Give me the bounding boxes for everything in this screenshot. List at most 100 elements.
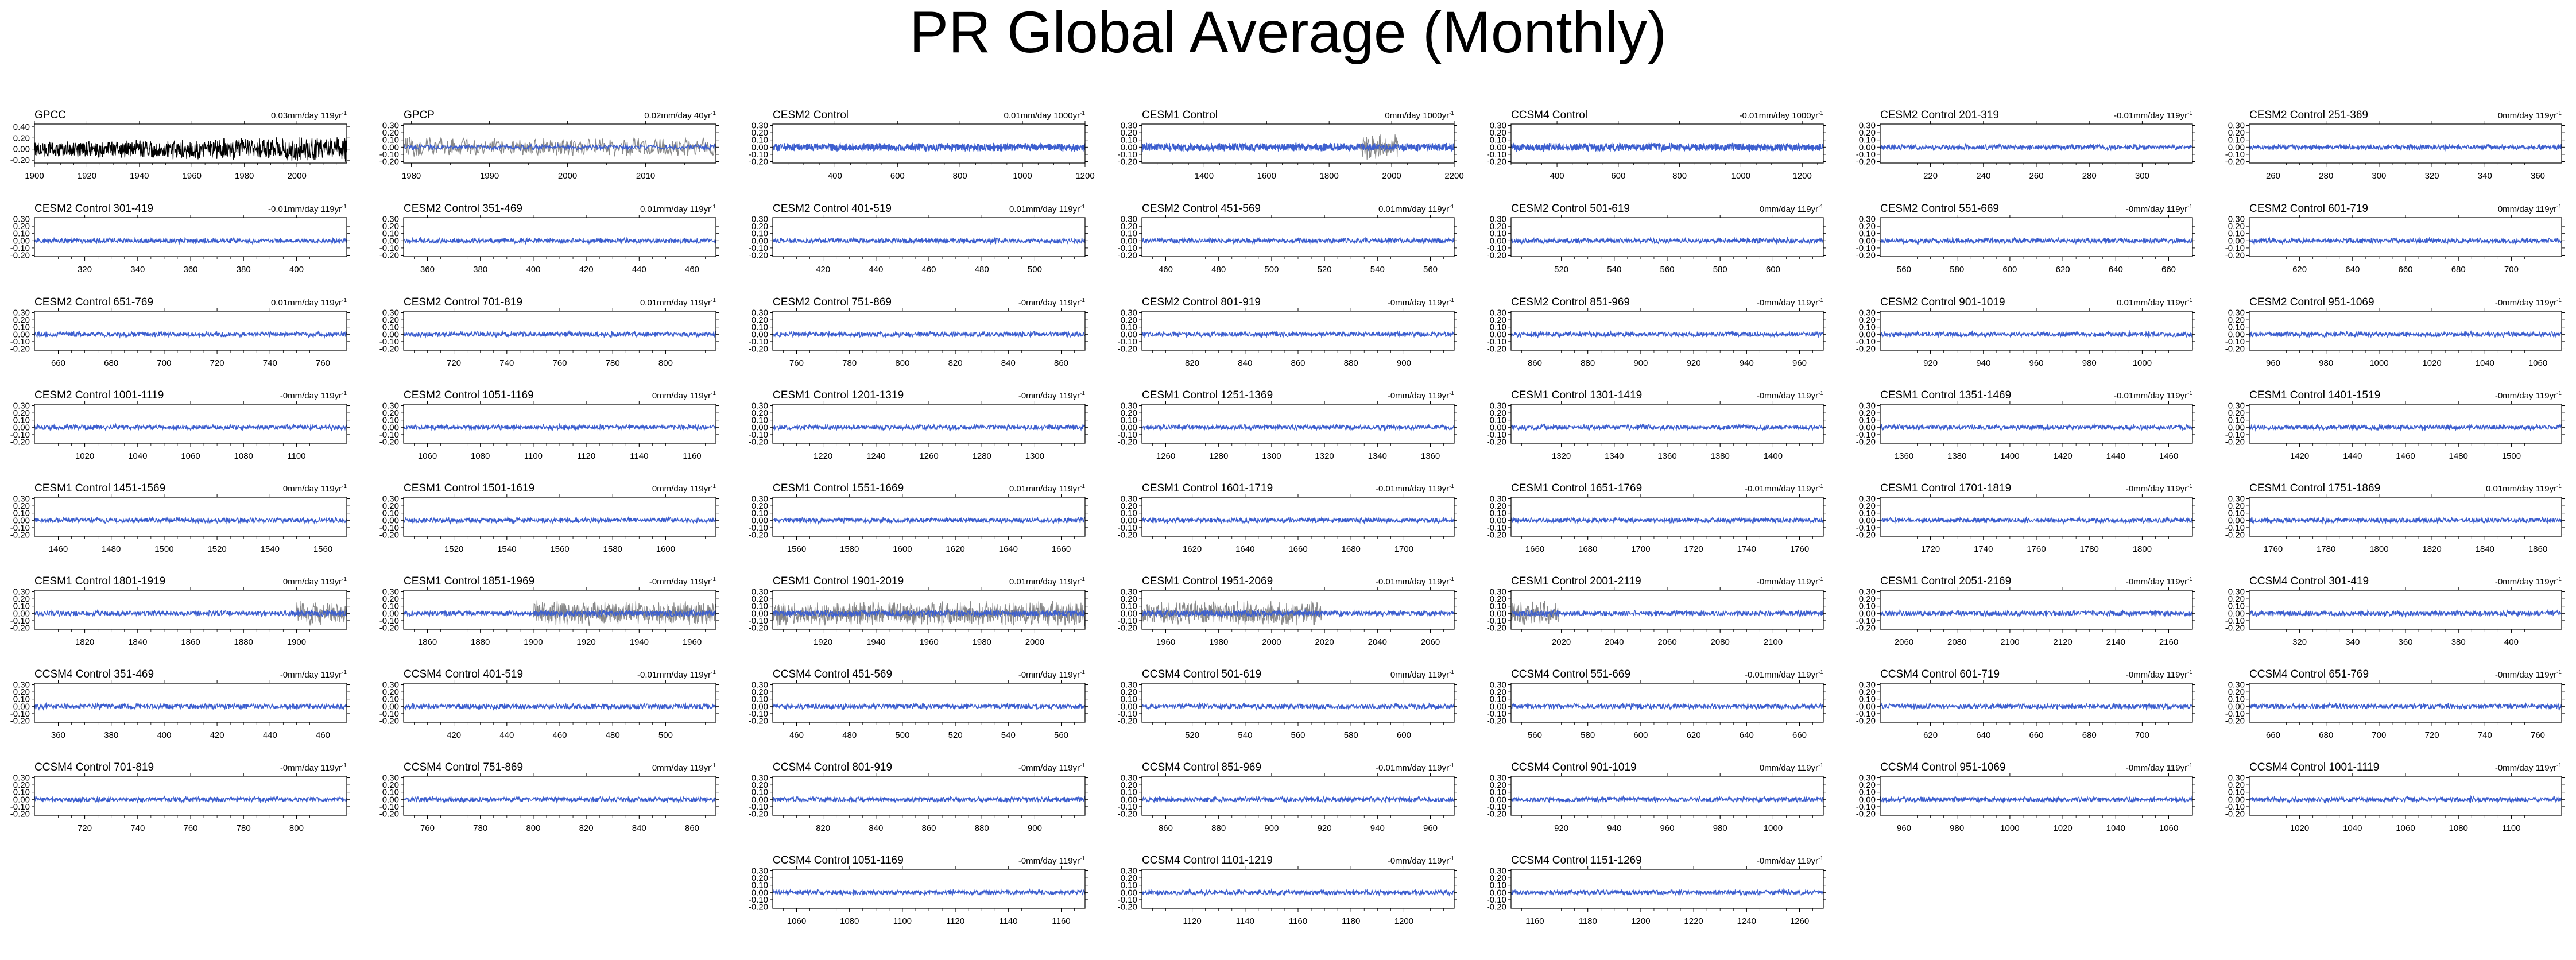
model-series-line — [34, 423, 347, 432]
x-tick-label: 1600 — [893, 544, 912, 554]
y-tick-label: 0.10 — [2228, 323, 2245, 332]
x-tick-label: 460 — [685, 265, 699, 274]
x-tick-label: 860 — [1291, 358, 1305, 368]
y-tick-label: -0.20 — [1856, 344, 1876, 354]
y-tick-label: 0.00 — [382, 795, 399, 804]
x-tick-label: 1260 — [919, 451, 938, 461]
panel-trend: -0mm/day 119yr-1 — [1018, 390, 1086, 401]
x-tick-label: 1740 — [1737, 544, 1756, 554]
y-tick-label: 0.00 — [752, 330, 768, 339]
panel-trend: -0mm/day 119yr-1 — [1757, 390, 1824, 401]
x-tick-label: 1780 — [2080, 544, 2099, 554]
x-tick-label: 520 — [1185, 730, 1199, 740]
y-tick-label: 0.00 — [382, 330, 399, 339]
y-tick-label: 0.00 — [2228, 330, 2245, 339]
y-tick-label: -0.10 — [379, 150, 399, 160]
y-tick-label: 0.20 — [13, 501, 30, 511]
panel-title: CESM2 Control 201-319 — [1880, 109, 1999, 121]
y-tick-label: -0.10 — [379, 430, 399, 440]
panel-trend: 0.01mm/day 119yr-1 — [1009, 576, 1085, 587]
panel-frame — [772, 404, 1086, 444]
chart-panel: CESM2 Control 0.01mm/day 1000yr-1 0.300.20… — [749, 109, 1095, 181]
x-tick-label: 940 — [1607, 823, 1621, 833]
y-tick-label: 0.20 — [382, 128, 399, 138]
y-tick-label: -0.20 — [10, 250, 30, 260]
panel-frame — [1880, 311, 2193, 351]
y-tick-label: 0.10 — [752, 695, 768, 704]
panel-title: CESM1 Control 2051-2169 — [1880, 575, 2011, 587]
model-series-line — [2249, 702, 2562, 711]
y-tick-label: 0.10 — [382, 136, 399, 145]
panel-title: CESM1 Control 1201-1319 — [773, 389, 904, 401]
x-tick-label: 860 — [1054, 358, 1068, 368]
x-tick-label: 1160 — [1052, 916, 1070, 926]
x-tick-label: 1260 — [1790, 916, 1809, 926]
x-tick-label: 1820 — [75, 637, 94, 647]
x-tick-label: 1990 — [480, 171, 499, 181]
chart-panel: CCSM4 Control 401-519 -0.01mm/day 119yr-1… — [379, 668, 719, 740]
y-tick-label: -0.10 — [749, 895, 768, 905]
y-tick-label: 0.20 — [752, 315, 768, 325]
panel-frame — [1510, 683, 1824, 723]
panel-frame — [772, 217, 1086, 257]
panel-frame — [34, 404, 347, 444]
chart-panel: CESM1 Control 2051-2169 -0mm/day 119yr-1 0… — [1856, 575, 2195, 647]
y-tick-label: -0.10 — [1118, 802, 1137, 812]
panel-trend: -0.01mm/day 119yr-1 — [2114, 390, 2192, 401]
model-series-line — [772, 609, 1086, 618]
panel-frame — [1510, 776, 1824, 816]
x-tick-label: 2060 — [1895, 637, 1913, 647]
y-tick-label: -0.10 — [10, 523, 30, 533]
x-tick-label: 1480 — [2449, 451, 2468, 461]
model-series-line — [2249, 795, 2562, 804]
x-tick-label: 1940 — [130, 171, 149, 181]
x-tick-label: 540 — [1001, 730, 1016, 740]
x-tick-label: 340 — [2478, 171, 2492, 181]
y-tick-label: 0.30 — [1121, 401, 1137, 411]
x-tick-label: 880 — [1211, 823, 1226, 833]
y-tick-label: 0.30 — [1121, 680, 1137, 690]
y-tick-label: 0.00 — [1121, 423, 1137, 432]
y-tick-label: -0.10 — [1487, 243, 1506, 253]
y-tick-label: 0.30 — [1859, 494, 1876, 504]
y-tick-label: -0.20 — [10, 809, 30, 819]
panel-trend: -0mm/day 119yr-1 — [1018, 856, 1086, 866]
y-tick-label: 0.10 — [2228, 602, 2245, 611]
x-tick-label: 420 — [447, 730, 461, 740]
x-tick-label: 2060 — [1421, 637, 1440, 647]
panel-title: CESM1 Control 1501-1619 — [404, 482, 534, 494]
y-tick-label: 0.10 — [2228, 229, 2245, 239]
chart-panel: CCSM4 Control 1101-1219 -0mm/day 119yr-1 0… — [1118, 854, 1457, 926]
y-tick-label: -0.10 — [1856, 243, 1876, 253]
x-tick-label: 1540 — [497, 544, 516, 554]
y-tick-label: 0.20 — [13, 133, 30, 143]
y-tick-label: 0.20 — [1121, 594, 1137, 604]
x-tick-label: 1220 — [814, 451, 832, 461]
model-series-line — [296, 609, 347, 617]
y-tick-label: 0.10 — [1121, 323, 1137, 332]
panel-frame — [1141, 497, 1455, 537]
x-tick-label: 1060 — [2396, 823, 2415, 833]
chart-panel: CESM1 Control 1951-2069 -0.01mm/day 119yr… — [1118, 575, 1457, 647]
y-tick-label: 0.20 — [1490, 594, 1506, 604]
x-tick-label: 660 — [2029, 730, 2043, 740]
x-tick-label: 1440 — [2106, 451, 2125, 461]
x-tick-label: 1460 — [2159, 451, 2178, 461]
panel-trend: -0mm/day 119yr-1 — [1757, 576, 1824, 587]
y-tick-label: -0.20 — [379, 623, 399, 633]
y-tick-label: 0.00 — [1121, 330, 1137, 339]
model-series-line — [2249, 423, 2562, 432]
y-tick-label: -0.10 — [1487, 523, 1506, 533]
x-tick-label: 680 — [2319, 730, 2333, 740]
x-tick-label: 480 — [842, 730, 857, 740]
panel-title: CESM1 Control 2001-2119 — [1511, 575, 1641, 587]
panel-frame — [1141, 217, 1455, 257]
x-tick-label: 1360 — [1657, 451, 1676, 461]
y-tick-label: 0.20 — [1859, 780, 1876, 790]
y-tick-label: 0.10 — [382, 602, 399, 611]
x-tick-label: 1600 — [656, 544, 675, 554]
y-tick-label: 0.20 — [1490, 687, 1506, 697]
x-tick-label: 980 — [1950, 823, 1964, 833]
chart-panel: CESM1 Control 1901-2019 0.01mm/day 119yr-… — [749, 575, 1088, 647]
x-tick-label: 820 — [816, 823, 830, 833]
